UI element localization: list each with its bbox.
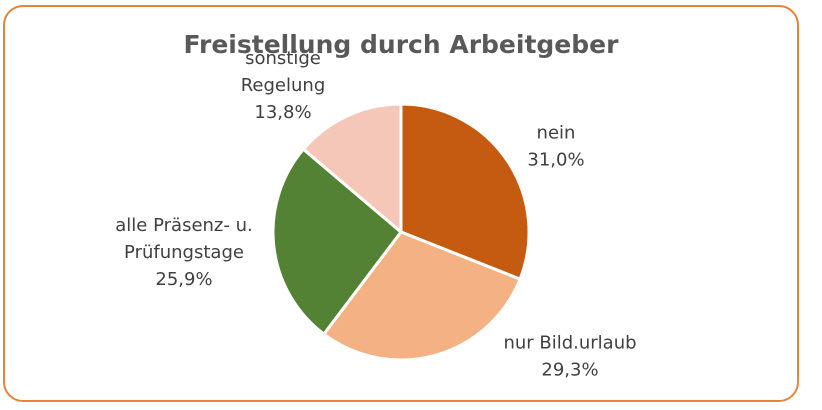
slice-label-line: 31,0% bbox=[527, 150, 584, 171]
slice-label-1: nein 31,0% bbox=[527, 123, 584, 171]
slice-label-line: sonstige bbox=[245, 48, 321, 69]
slice-label-line: Prüfungstage bbox=[124, 242, 244, 263]
pie-slice-3 bbox=[271, 147, 403, 336]
slice-label-line: alle Präsenz- u. bbox=[115, 215, 252, 236]
pie-slice-4 bbox=[301, 102, 403, 234]
slice-label-3: alle Präsenz- u. Prüfungstage 25,9% bbox=[115, 215, 252, 290]
slice-label-line: 25,9% bbox=[155, 269, 212, 290]
pie-slices bbox=[271, 102, 531, 362]
slice-label-line: Regelung bbox=[241, 75, 326, 96]
slice-label-2: nur Bild.urlaub 29,3% bbox=[503, 333, 636, 381]
slice-label-line: nur Bild.urlaub bbox=[503, 333, 636, 354]
pie-labels: nein 31,0% nur Bild.urlaub 29,3% alle Präsen… bbox=[115, 48, 636, 381]
slice-label-line: nein bbox=[537, 123, 576, 144]
chart-title: Freistellung durch Arbeitgeber bbox=[184, 30, 620, 59]
pie-slice-1 bbox=[399, 102, 531, 281]
slice-label-4: sonstige Regelung 13,8% bbox=[241, 48, 326, 123]
pie-slice-2 bbox=[322, 230, 522, 362]
slice-label-line: 13,8% bbox=[254, 102, 311, 123]
slice-label-line: 29,3% bbox=[541, 360, 598, 381]
